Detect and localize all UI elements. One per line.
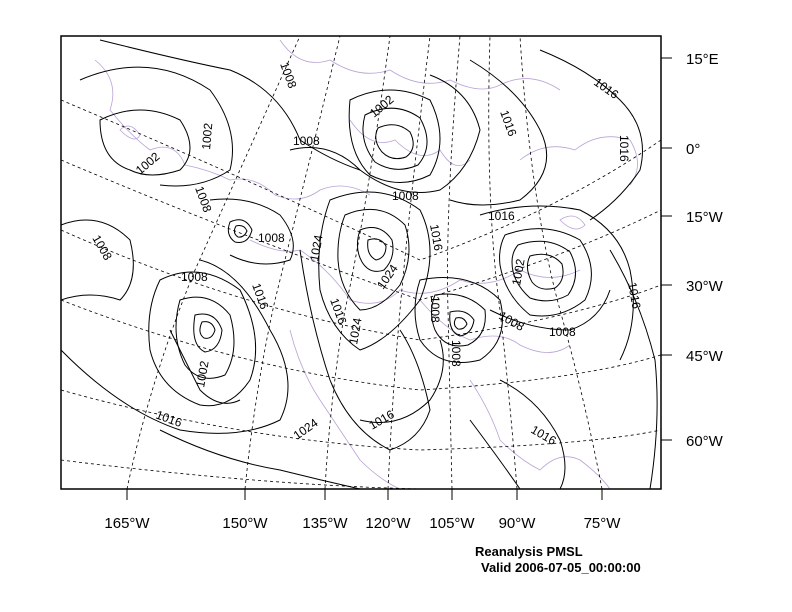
contour-label: 1024 [307,233,325,262]
bottom-axis: 165°W 150°W 135°W 120°W 105°W 90°W 75°W [104,489,621,532]
isobar-high-center-inner [356,227,394,272]
y-tick-label: 15°W [686,209,724,226]
isobar-1016-east-edge [609,249,658,489]
isobar-1016-southeast [469,419,521,489]
map-caption: Reanalysis PMSL Valid 2006-07-05_00:00:0… [475,544,641,575]
right-axis: 15°E 0° 15°W 30°W 45°W 60°W [661,51,724,450]
contour-label: 1008 [449,340,463,367]
contour-label: 1016 [617,135,631,162]
isobar-high-center-mid [337,208,410,311]
x-tick-label: 150°W [222,515,268,532]
coastline-west [289,329,401,489]
contour-label: 1016 [625,281,643,310]
isobar-small-low-2 [233,225,248,238]
x-tick-label: 75°W [584,515,622,532]
isobar-low-east-outer [414,277,503,363]
isobar-1008-arctic [289,74,481,193]
isobar-1008-east [489,289,611,331]
map-frame [60,35,662,490]
meridian-90w [488,36,518,489]
parallel-5 [61,389,661,451]
x-tick-label: 120°W [365,515,411,532]
parallel-3 [61,229,661,341]
contour-label: 1008 [258,231,285,245]
isobar-high-center-core [367,238,387,261]
isobar-small-low [227,219,253,243]
y-tick-label: 30°W [686,278,724,295]
isobar-1002-nw [99,109,191,176]
contour-label: 1008 [293,134,320,148]
coastline-island-2 [559,215,586,230]
isobar-1016-west [61,259,289,434]
isobar-1002-polar-low-2 [362,107,428,170]
coastline-east [469,379,611,489]
isobar-1002-polar-low [348,89,441,183]
coastline-island-1 [119,125,141,140]
isobar-1008-north [99,39,361,171]
isobar-low-greenland-outer [499,228,592,317]
contour-label: 1002 [509,257,527,286]
coastline-hudson [419,299,571,353]
y-tick-label: 0° [686,141,700,158]
meridian-165w [126,36,301,489]
coastline-arctic-islands [349,119,471,167]
isobar-high-center-outer [318,191,431,351]
contour-label: 1008 [181,270,208,284]
meridian-150w [244,36,341,489]
isobar-1008-southeast [499,379,566,489]
contour-label: 1002 [199,122,215,150]
isobar-contours [61,39,658,489]
contour-label: 1016 [427,223,445,252]
contour-label: 1016 [488,209,515,223]
caption-valid-time: Valid 2006-07-05_00:00:00 [481,560,641,575]
meridian-120w [387,36,431,489]
isobar-1002-polar-low-3 [375,124,414,160]
y-tick-label: 45°W [686,348,724,365]
isobar-1008-mid [209,198,294,265]
isobar-low-greenland-mid [511,240,576,302]
isobar-1008-west [61,219,134,301]
caption-title: Reanalysis PMSL [475,544,583,559]
isobar-1016-greenland [479,205,634,361]
contour-label: 1024 [346,316,364,345]
map-plot-area: 1008 1002 1016 1002 1008 1016 1016 1002 … [61,36,661,489]
contour-label: 1008 [549,325,576,339]
meridian-75w [519,36,603,489]
isobar-1016-arctic [449,59,548,206]
parallel-1 [61,99,661,261]
contour-label: 1008 [392,189,419,203]
y-tick-label: 60°W [686,433,724,450]
isobar-1016-ne [539,49,643,221]
isobar-low-west-outer [148,271,257,407]
isobar-low-greenland-inner [526,253,564,290]
isobar-1002-nw-2 [79,66,233,187]
isobar-low-west-mid [175,296,235,379]
contour-label: 1008 [428,296,442,323]
isobar-low-east-core [453,317,468,330]
isobar-1002-low-west-label [169,329,241,404]
y-tick-label: 15°E [686,51,719,68]
isobar-1016-south [359,339,444,423]
meridian-105w [447,36,461,489]
x-tick-label: 135°W [302,515,348,532]
isobar-low-east-mid [431,293,486,347]
isobar-1024-ridge [299,249,431,451]
x-tick-label: 90°W [499,515,537,532]
isobar-low-east-inner [449,310,475,337]
graticule [61,36,661,489]
x-tick-label: 105°W [429,515,475,532]
isobar-low-west-core [199,321,216,339]
coastline-north [279,39,561,91]
isobar-1016-southwest [159,429,361,489]
contour-label: 1002 [193,359,211,388]
x-tick-label: 165°W [104,515,150,532]
isobar-low-west-inner [193,313,223,353]
